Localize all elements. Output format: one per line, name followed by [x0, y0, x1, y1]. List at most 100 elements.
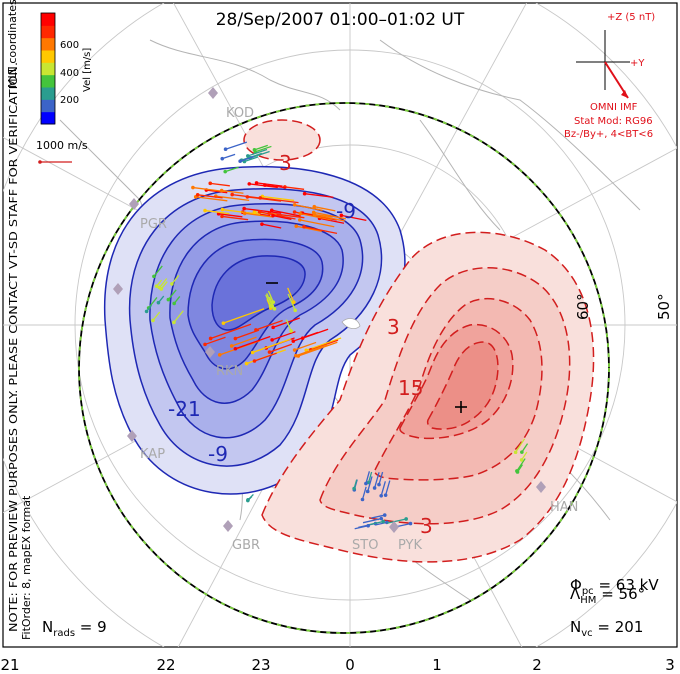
velocity-vector-origin	[300, 336, 305, 340]
velocity-vector-origin	[520, 450, 524, 454]
velocity-vector	[197, 194, 223, 199]
colorbar-segment	[41, 13, 55, 26]
velocity-vector	[373, 472, 380, 489]
contour-labels: -9 -21 -9 3 3 15 3	[168, 151, 433, 538]
velocity-vector-origin	[379, 516, 384, 521]
velocity-vector	[158, 278, 168, 288]
station-han: HAN	[550, 500, 578, 515]
mlt-label-0: 0	[345, 656, 355, 674]
velocity-vector-origin	[144, 309, 149, 314]
velocity-vector-origin	[312, 204, 317, 209]
velocity-vector-origin	[250, 350, 255, 355]
velocity-vector-origin	[154, 284, 159, 288]
velocity-vector-origin	[292, 203, 297, 207]
hm-boundary-dash	[78, 102, 610, 634]
velocity-vector-origin	[246, 154, 250, 158]
velocity-vector-origin	[203, 208, 207, 213]
velocity-vector-origin	[166, 297, 171, 302]
velocity-vector	[375, 521, 388, 526]
colorbar-segment	[41, 62, 55, 76]
velocity-vector-origin	[260, 222, 264, 226]
velocity-vector-origin	[269, 208, 274, 213]
station-pgr: PGR	[140, 217, 167, 232]
velocity-vector	[386, 518, 407, 524]
contour-label-neg-3: -9	[208, 442, 228, 466]
velocity-vector-origin	[151, 318, 155, 323]
velocity-vector	[304, 193, 334, 198]
velocity-vector-origin	[383, 493, 388, 497]
velocity-vector-origin	[220, 156, 225, 161]
velocity-vector	[287, 293, 296, 311]
velocity-vector-origin	[270, 338, 274, 342]
velocity-vector-origin	[159, 287, 164, 291]
velocity-vector	[195, 196, 228, 202]
velocity-vector	[254, 144, 268, 151]
nrads-stat: Nrads = 9	[42, 618, 107, 639]
fit-order-note: FitOrder: 8, mapEX format	[20, 495, 33, 640]
contour-label-pos-4: 3	[420, 514, 433, 538]
colorbar-segment	[41, 50, 55, 63]
velocity-vector-origin	[252, 210, 257, 214]
velocity-vector	[171, 275, 180, 285]
velocity-vector-origin	[381, 519, 385, 524]
velocity-vector-origin	[254, 181, 259, 185]
preview-note: NOTE: FOR PREVIEW PURPOSES ONLY. PLEASE …	[7, 62, 20, 632]
velocity-vector-origin	[271, 213, 275, 218]
velocity-vector	[313, 211, 346, 220]
velocity-vector-origin	[291, 339, 296, 343]
velocity-vector	[294, 204, 323, 212]
velocity-vector-origin	[257, 210, 262, 214]
velocity-vector-origin	[242, 211, 247, 216]
velocity-vector	[252, 338, 292, 354]
velocity-vector	[267, 290, 274, 303]
velocity-vector-origin	[223, 169, 228, 174]
velocity-vector	[225, 141, 248, 150]
station-kod: KOD	[226, 106, 254, 121]
lat-label-50: 50°	[655, 293, 673, 320]
mlt-label-22: 22	[156, 656, 175, 674]
imf-y-label: +Y	[630, 58, 645, 69]
colorbar-ticks: 600 400 200	[60, 40, 79, 106]
velocity-vector-origin	[339, 213, 344, 218]
station-kap: KAP	[140, 447, 165, 462]
velocity-vector	[266, 293, 273, 307]
contour-label-pos-1: 3	[279, 151, 292, 175]
lat-label-60: 60°	[574, 293, 592, 320]
velocity-vector-origin	[292, 348, 297, 352]
velocity-vector-origin	[296, 354, 301, 358]
pole-gap	[341, 318, 361, 330]
velocity-vector-origin	[352, 486, 356, 491]
mlt-label-21: 21	[0, 656, 19, 674]
velocity-vector-origin	[254, 328, 258, 332]
mlt-label-23: 23	[251, 656, 270, 674]
velocity-vector-origin	[267, 350, 272, 354]
velocity-vector-origin	[372, 486, 377, 490]
velocity-vector	[296, 225, 322, 232]
velocity-vector-origin	[519, 458, 524, 462]
velocity-vector	[204, 209, 230, 215]
velocity-vector	[371, 514, 385, 519]
map-title: 28/Sep/2007 01:00–01:02 UT	[216, 10, 465, 30]
velocity-vector-origin	[377, 482, 381, 487]
velocity-vector	[256, 182, 283, 187]
velocity-vector	[235, 329, 260, 340]
velocity-vector-origin	[382, 513, 387, 517]
velocity-vector	[239, 155, 255, 162]
velocity-vector	[284, 186, 305, 190]
velocity-vector	[294, 341, 317, 351]
positive-cell	[243, 119, 595, 563]
mlt-label-2: 2	[532, 656, 542, 674]
velocity-vector	[264, 184, 287, 189]
velocity-vector	[341, 214, 367, 221]
radar-stations: KOD PGR RKN KAP GBR STO PYK HAN	[140, 106, 578, 553]
imf-source: OMNI IMF	[590, 102, 638, 113]
velocity-vector-origin	[229, 344, 234, 348]
velocity-colorbar	[40, 12, 56, 125]
velocity-vector	[215, 195, 250, 201]
velocity-vector-origin	[247, 182, 252, 186]
contour-label-neg-1: -9	[336, 199, 356, 223]
imf-condition: Bz-/By+, 4<BT<6	[564, 129, 653, 140]
colorbar-segment	[41, 74, 55, 88]
colorbar-tick-200: 200	[60, 95, 79, 106]
